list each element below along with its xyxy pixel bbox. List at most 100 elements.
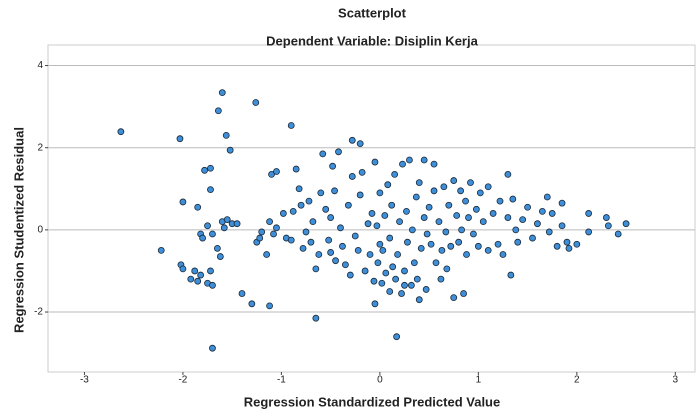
point	[504, 171, 512, 178]
point	[327, 249, 335, 256]
x-tick-label: -2	[178, 375, 187, 386]
point	[585, 228, 593, 236]
point	[538, 207, 546, 215]
point	[507, 271, 515, 279]
y-tick-label: 2	[37, 142, 43, 153]
point	[201, 166, 208, 174]
point	[207, 186, 214, 194]
x-tick-label: 1	[476, 375, 482, 386]
point	[389, 263, 397, 271]
point	[422, 286, 430, 293]
point	[266, 302, 273, 310]
point	[392, 275, 400, 283]
point	[430, 160, 438, 168]
point	[209, 281, 216, 289]
point	[348, 136, 356, 144]
point	[179, 265, 187, 273]
point	[472, 205, 480, 213]
point	[412, 193, 420, 201]
point	[386, 234, 394, 242]
point	[279, 210, 287, 217]
point	[376, 240, 384, 248]
x-tick-label: 0	[377, 375, 383, 386]
point	[346, 271, 354, 279]
point	[366, 251, 374, 258]
point	[214, 107, 222, 115]
point	[450, 294, 458, 302]
point	[381, 212, 389, 219]
point	[194, 277, 202, 285]
point	[427, 240, 435, 248]
point	[479, 218, 487, 226]
chart-subtitle: Dependent Variable: Disiplin Kerja	[266, 33, 478, 48]
point	[342, 261, 349, 269]
point	[179, 198, 187, 206]
point	[213, 244, 221, 252]
x-tick-label: 3	[673, 375, 679, 386]
point	[504, 214, 512, 221]
point	[216, 253, 224, 260]
point	[553, 242, 561, 250]
point	[376, 189, 384, 197]
point	[197, 271, 205, 279]
point	[317, 189, 325, 197]
point	[413, 275, 421, 283]
point	[465, 214, 472, 221]
x-tick-label: -1	[277, 375, 286, 386]
point	[204, 222, 211, 230]
point	[565, 244, 573, 252]
point	[209, 344, 216, 352]
x-tick-label: 2	[574, 375, 580, 386]
point	[463, 251, 470, 258]
point	[393, 333, 401, 341]
point	[386, 288, 394, 295]
point	[351, 232, 359, 240]
point	[403, 207, 410, 215]
point	[440, 183, 448, 191]
point	[315, 251, 323, 258]
point	[442, 228, 450, 236]
point	[563, 238, 571, 246]
point	[545, 228, 553, 236]
point	[467, 179, 474, 187]
point	[496, 197, 504, 205]
y-tick-label: 4	[37, 60, 43, 71]
point	[329, 162, 337, 170]
point	[494, 240, 502, 248]
point	[325, 236, 333, 244]
point	[361, 267, 369, 275]
point	[437, 275, 445, 283]
point	[176, 135, 184, 143]
point	[455, 238, 463, 246]
point	[509, 195, 517, 203]
point	[585, 210, 593, 217]
point	[379, 247, 387, 254]
point	[207, 267, 214, 275]
point	[305, 197, 313, 205]
point	[295, 185, 303, 193]
point	[322, 205, 330, 213]
y-axis-label: Regression Studentized Residual	[11, 127, 26, 333]
point	[374, 259, 382, 267]
point	[604, 222, 612, 230]
point	[297, 201, 305, 209]
point	[445, 201, 453, 209]
point	[398, 290, 405, 297]
point	[331, 187, 338, 195]
point	[226, 146, 234, 154]
point	[222, 131, 230, 139]
point	[529, 234, 536, 242]
point	[499, 251, 507, 258]
point	[406, 156, 413, 164]
point	[384, 181, 392, 189]
point	[450, 177, 458, 184]
point	[394, 251, 401, 258]
point	[430, 187, 438, 195]
chart-title: Scatterplot	[338, 5, 407, 20]
point	[407, 281, 415, 289]
point	[191, 267, 199, 275]
point	[432, 259, 440, 267]
point	[332, 257, 339, 265]
point	[209, 230, 216, 238]
